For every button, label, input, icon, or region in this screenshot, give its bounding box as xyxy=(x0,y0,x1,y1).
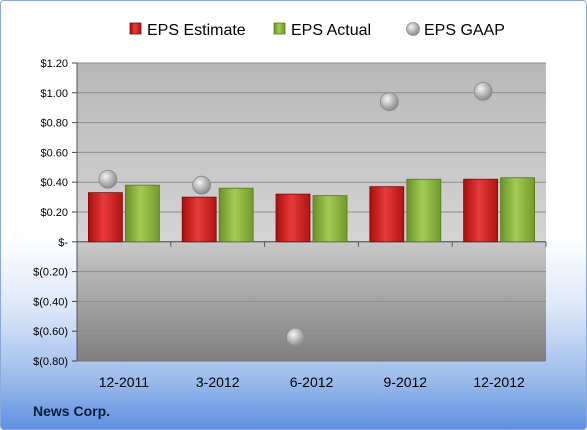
x-category-label: 3-2012 xyxy=(196,374,240,390)
bar-eps-estimate xyxy=(369,186,405,243)
point-eps-gaap xyxy=(379,92,399,112)
bar-eps-estimate xyxy=(181,196,217,243)
y-tick-label: $0.80 xyxy=(40,118,68,130)
x-category-label: 12-2011 xyxy=(99,374,150,390)
legend-label: EPS GAAP xyxy=(424,22,505,39)
legend-label: EPS Actual xyxy=(291,22,371,39)
y-tick-label: $(0.60) xyxy=(33,326,68,338)
y-tick-label: $1.00 xyxy=(40,88,68,100)
bar-eps-actual xyxy=(500,177,536,243)
bar-eps-actual xyxy=(312,195,348,243)
x-category-label: 9-2012 xyxy=(384,374,428,390)
point-eps-gaap xyxy=(192,175,212,195)
legend-marker-eps-actual xyxy=(273,22,286,35)
y-tick-label: $(0.80) xyxy=(33,356,68,368)
legend: EPS Estimate EPS Actual EPS GAAP xyxy=(129,22,505,39)
y-tick-label: $0.60 xyxy=(40,147,68,159)
y-tick-label: $- xyxy=(58,237,68,249)
x-category-label: 6-2012 xyxy=(290,374,334,390)
bar-eps-actual xyxy=(218,187,254,243)
bar-eps-estimate xyxy=(275,193,311,243)
legend-marker-eps-gaap xyxy=(406,22,420,36)
y-tick-label: $(0.20) xyxy=(33,267,68,279)
x-category-label: 12-2012 xyxy=(473,374,525,390)
company-name: News Corp. xyxy=(33,403,111,419)
y-tick-label: $(0.40) xyxy=(33,296,68,308)
legend-label: EPS Estimate xyxy=(147,22,246,39)
point-eps-gaap xyxy=(98,169,118,189)
point-eps-gaap xyxy=(286,327,305,347)
y-tick-label: $0.40 xyxy=(40,177,68,189)
point-eps-gaap xyxy=(473,81,493,101)
y-tick-label: $0.20 xyxy=(40,207,68,219)
bar-eps-actual xyxy=(125,184,160,243)
bar-eps-estimate xyxy=(463,178,499,243)
y-tick-label: $1.20 xyxy=(40,58,68,70)
legend-marker-eps-estimate xyxy=(129,22,142,35)
bar-eps-estimate xyxy=(88,192,123,243)
bar-eps-actual xyxy=(406,178,442,243)
